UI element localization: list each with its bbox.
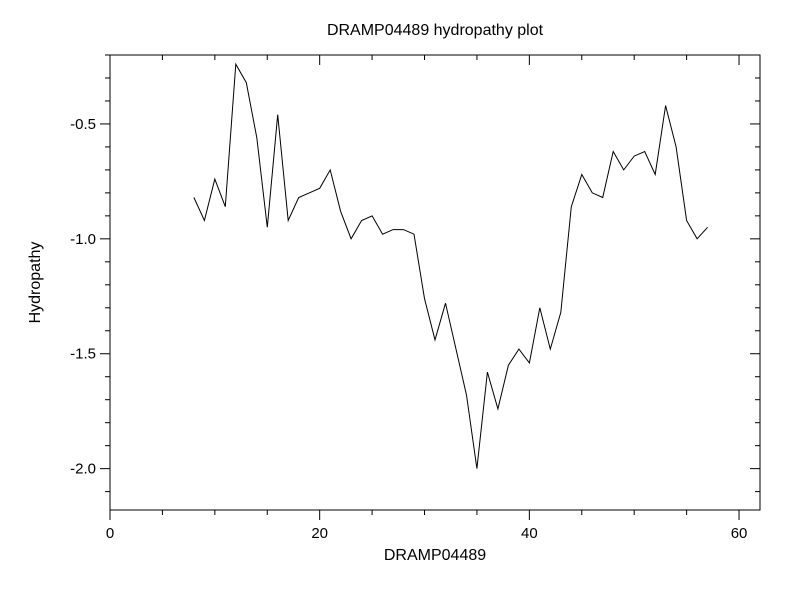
chart-title: DRAMP04489 hydropathy plot — [327, 22, 544, 39]
x-axis-label: DRAMP04489 — [384, 547, 486, 564]
y-tick-label: -1.0 — [70, 231, 96, 248]
y-tick-label: -1.5 — [70, 346, 96, 363]
x-tick-label: 20 — [311, 525, 328, 542]
y-axis-label: Hydropathy — [27, 242, 44, 324]
chart-container: 0 20 40 60 -2.0 -1.5 -1.0 -0.5 DRAMP04489 hydrop… — [0, 0, 800, 600]
y-tick-label: -2.0 — [70, 461, 96, 478]
y-tick-label: -0.5 — [70, 116, 96, 133]
x-tick-label: 40 — [521, 525, 538, 542]
hydropathy-chart: 0 20 40 60 -2.0 -1.5 -1.0 -0.5 DRAMP04489 hydrop… — [0, 0, 800, 600]
data-line — [194, 64, 708, 468]
x-tick-label: 60 — [731, 525, 748, 542]
x-tick-label: 0 — [106, 525, 114, 542]
